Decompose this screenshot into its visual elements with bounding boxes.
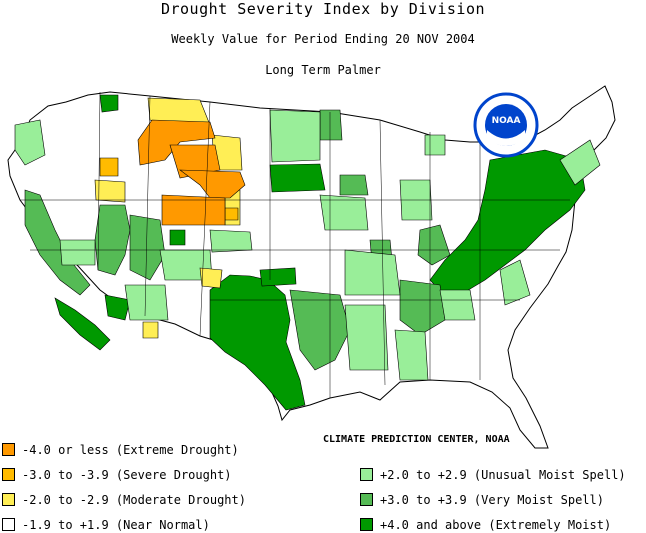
region-very-moist [289, 289, 351, 371]
legend-label: +4.0 and above (Extremely Moist) [380, 518, 612, 532]
legend-swatch [2, 468, 15, 481]
region-extremely-moist [259, 267, 297, 287]
region-severe-drought [224, 207, 239, 221]
region-extremely-moist [104, 294, 131, 321]
region-unusual-moist [209, 229, 253, 253]
region-very-moist [94, 204, 131, 276]
region-extremely-moist [54, 297, 111, 351]
region-extremely-moist [209, 274, 306, 411]
legend-label: +2.0 to +2.9 (Unusual Moist Spell) [380, 468, 626, 482]
legend-swatch [360, 518, 373, 531]
noaa-logo-text: NOAA [492, 116, 521, 126]
region-unusual-moist [124, 284, 169, 321]
region-unusual-moist [499, 259, 531, 306]
credit-text: CLIMATE PREDICTION CENTER, NOAA [323, 434, 510, 445]
region-unusual-moist [14, 119, 46, 166]
index-name: Long Term Palmer [265, 63, 381, 77]
region-very-moist [24, 189, 91, 296]
region-extreme-drought [161, 194, 226, 226]
us-outline [7, 85, 616, 449]
region-severe-drought [99, 157, 119, 177]
legend-label: -2.0 to -2.9 (Moderate Drought) [22, 493, 246, 507]
region-very-moist [129, 214, 166, 281]
legend-swatch [2, 518, 15, 531]
legend-swatch [360, 493, 373, 506]
region-very-moist [417, 224, 451, 266]
legend-label: -4.0 or less (Extreme Drought) [22, 443, 239, 457]
region-very-moist [339, 174, 369, 196]
region-extreme-drought [169, 144, 221, 179]
region-unusual-moist [59, 239, 96, 266]
legend-label: -1.9 to +1.9 (Near Normal) [22, 518, 210, 532]
legend-swatch [360, 468, 373, 481]
legend-swatch [2, 493, 15, 506]
region-unusual-moist [269, 109, 321, 163]
region-unusual-moist [424, 134, 446, 156]
map-subtitle: Weekly Value for Period Ending 20 NOV 20… [171, 32, 475, 46]
region-very-moist [319, 109, 343, 141]
region-moderate-drought [94, 179, 126, 203]
region-very-moist [399, 279, 446, 336]
region-unusual-moist [344, 249, 401, 296]
region-extremely-moist [269, 163, 326, 193]
region-moderate-drought [199, 267, 223, 289]
region-unusual-moist [439, 289, 476, 321]
us-drought-map [7, 85, 616, 449]
region-moderate-drought [142, 321, 159, 339]
region-unusual-moist [344, 304, 389, 371]
region-unusual-moist [559, 139, 601, 186]
region-extremely-moist [99, 94, 119, 113]
legend-label: +3.0 to +3.9 (Very Moist Spell) [380, 493, 604, 507]
region-unusual-moist [394, 329, 429, 381]
region-extremely-moist [169, 229, 186, 246]
legend-swatch [2, 443, 15, 456]
region-extreme-drought [179, 169, 246, 199]
region-extremely-moist [429, 149, 586, 297]
noaa-logo-icon: NOAA [473, 92, 539, 158]
map-title: Drought Severity Index by Division [160, 0, 486, 18]
region-unusual-moist [319, 194, 369, 231]
legend-label: -3.0 to -3.9 (Severe Drought) [22, 468, 232, 482]
